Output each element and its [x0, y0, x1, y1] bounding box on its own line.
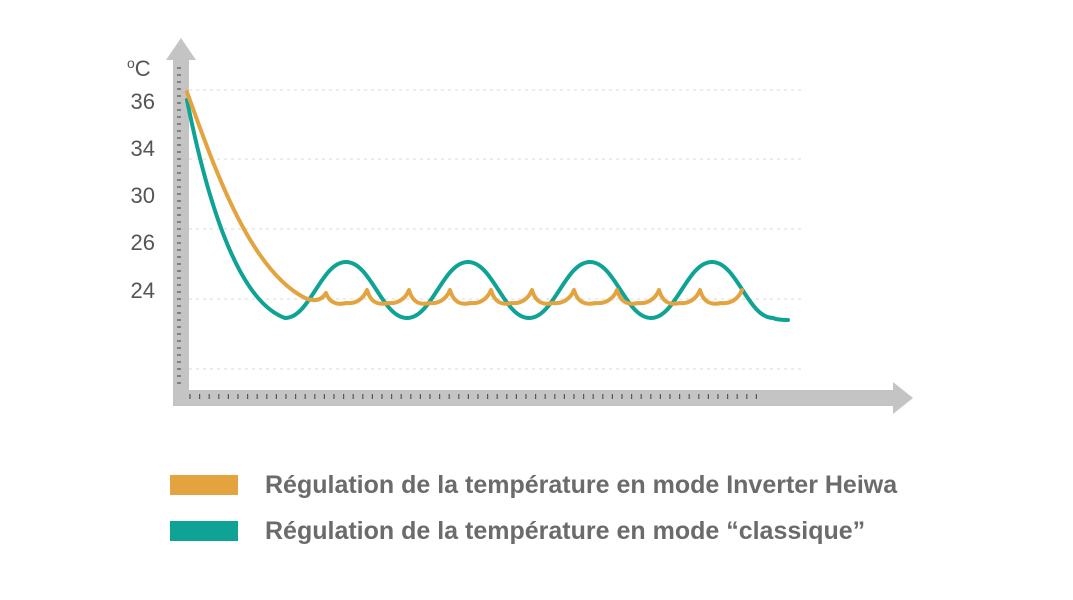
unit-celsius: C [135, 56, 151, 81]
y-tick-label: 36 [131, 89, 155, 114]
y-axis-arrow [166, 38, 196, 60]
legend-label-classique: Régulation de la température en mode “cl… [265, 516, 866, 545]
series-layer [185, 90, 790, 322]
legend-swatch-classique [170, 521, 238, 541]
y-tick-label: 34 [131, 136, 155, 161]
legend-item-inverter: Régulation de la température en mode Inv… [170, 462, 897, 508]
x-axis [173, 390, 895, 406]
x-axis-arrow [893, 382, 913, 414]
y-tick-label: 26 [131, 230, 155, 255]
y-tick-label: 30 [131, 183, 155, 208]
legend: Régulation de la température en mode Inv… [170, 462, 897, 554]
temperature-chart: oC 36 34 30 26 24 [127, 38, 913, 414]
axis-ticks [177, 67, 758, 399]
unit-label: oC [127, 55, 151, 81]
unit-degree: o [127, 55, 135, 71]
axes [166, 38, 913, 414]
y-axis [173, 60, 189, 406]
grid-lines [189, 89, 805, 370]
legend-swatch-inverter [170, 475, 238, 495]
series-line-inverter [185, 90, 744, 306]
y-tick-label: 24 [131, 278, 155, 303]
legend-label-inverter: Régulation de la température en mode Inv… [265, 470, 898, 499]
y-tick-labels: 36 34 30 26 24 [131, 89, 155, 303]
series-line-classique [185, 98, 790, 322]
legend-item-classique: Régulation de la température en mode “cl… [170, 508, 897, 554]
